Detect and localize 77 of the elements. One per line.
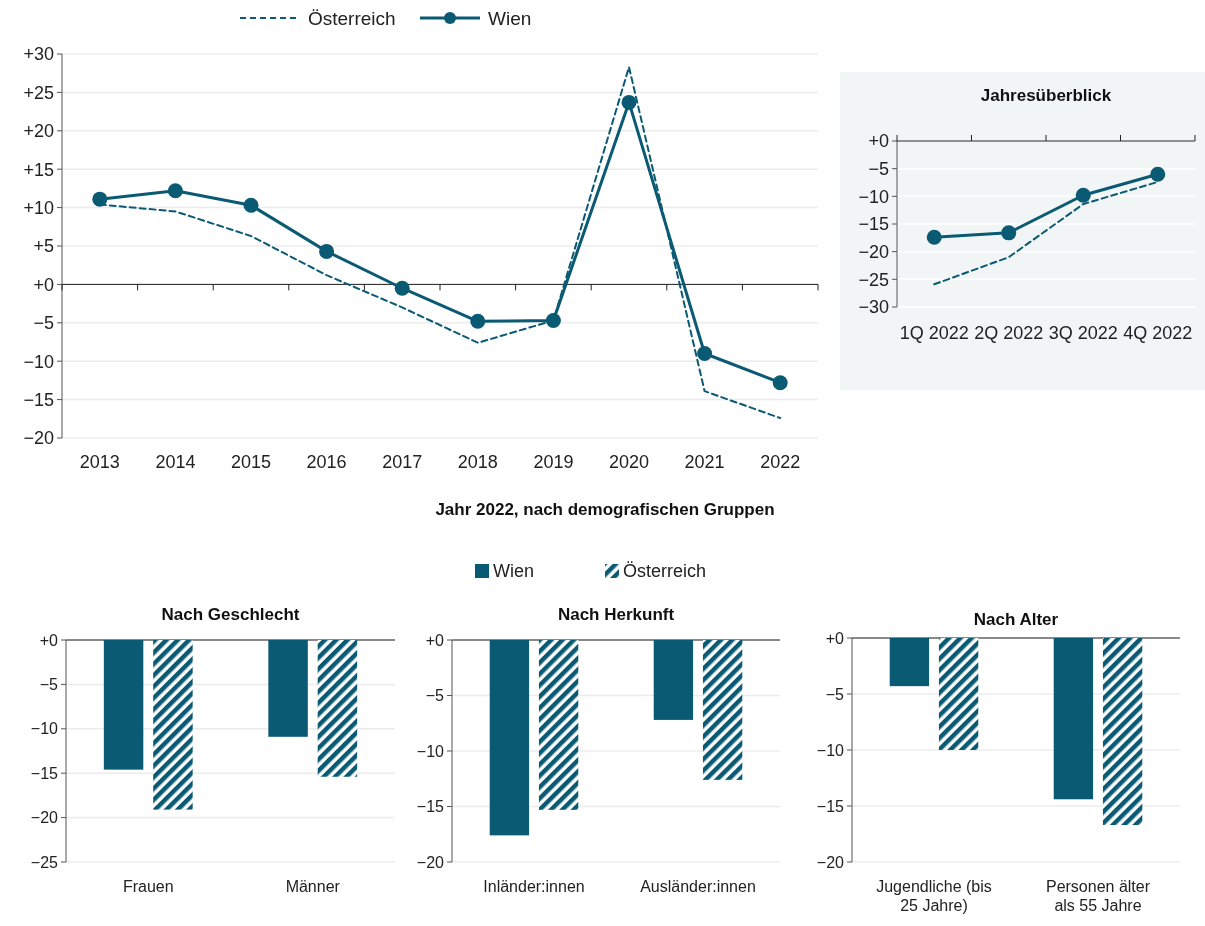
y-tick-label: +0 (825, 629, 845, 647)
legend-label: Österreich (308, 7, 396, 29)
y-tick-label: −15 (858, 214, 889, 235)
x-tick-label: 2021 (684, 452, 725, 472)
x-tick-label: Ausländer:innen (640, 878, 756, 895)
point (926, 229, 942, 245)
point (621, 94, 637, 110)
y-tick-label: −15 (416, 798, 445, 816)
y-tick-label: −25 (30, 853, 59, 871)
x-tick-label: 2019 (533, 452, 574, 472)
y-tick-label: −30 (858, 297, 889, 318)
point (1075, 187, 1091, 203)
y-tick-label: +0 (868, 131, 889, 152)
point (243, 197, 259, 213)
x-tick-label: Männer (285, 878, 341, 895)
chart-title: Nach Geschlecht (161, 605, 300, 624)
x-tick-label: 2015 (230, 452, 272, 472)
x-tick-label: 2020 (608, 452, 650, 472)
x-tick-label: 2Q 2022 (974, 323, 1044, 343)
y-tick-label: +10 (23, 197, 54, 218)
y-tick-label: −20 (30, 809, 59, 827)
point (470, 313, 486, 329)
point (1001, 225, 1017, 241)
y-tick-label: −20 (23, 428, 54, 449)
y-tick-label: −10 (23, 351, 54, 372)
text: Jahr 2022, nach demografischen Gruppen (435, 500, 775, 519)
point (545, 313, 561, 328)
y-tick-label: −5 (825, 685, 845, 703)
y-tick-label: −5 (33, 313, 54, 334)
y-tick-label: −10 (30, 720, 59, 738)
point (92, 191, 108, 207)
x-tick-label: Inländer:innen (483, 878, 585, 895)
x-tick-label: 2014 (155, 452, 196, 472)
chart-title: Nach Alter (973, 610, 1059, 629)
y-tick-label: +15 (23, 159, 54, 180)
y-tick-label: −10 (416, 742, 445, 760)
y-tick-label: +0 (425, 631, 445, 649)
point (1150, 166, 1166, 182)
x-tick-label: Frauen (122, 878, 174, 895)
y-tick-label: +0 (39, 631, 59, 649)
x-tick-label: 1Q 2022 (899, 323, 969, 343)
y-tick-label: −20 (858, 241, 889, 262)
chart-title: Nach Herkunft (557, 605, 675, 624)
legend-label: Wien (493, 561, 535, 582)
y-tick-label: +25 (23, 82, 54, 103)
y-tick-label: +20 (23, 121, 54, 142)
y-tick-label: −10 (816, 741, 845, 759)
y-tick-label: −15 (30, 764, 59, 782)
point (394, 280, 410, 296)
x-tick-label: 3Q 2022 (1048, 323, 1118, 343)
point (167, 183, 183, 199)
x-tick-label: 2017 (382, 452, 423, 472)
x-tick-label: 2016 (306, 452, 347, 472)
y-tick-label: −5 (39, 676, 59, 693)
x-tick-label: Jugendliche (bis 25 Jahre) (876, 878, 992, 915)
y-tick-label: +5 (33, 236, 54, 257)
x-tick-label: 2022 (760, 452, 801, 472)
x-tick-label: 2013 (79, 452, 120, 472)
point (772, 375, 788, 391)
legend-label: Wien (488, 7, 532, 29)
y-tick-label: −20 (416, 853, 445, 871)
legend-label: Österreich (623, 561, 707, 582)
y-tick-label: −5 (868, 158, 889, 179)
y-tick-label: +0 (33, 274, 54, 295)
y-tick-label: −25 (858, 269, 889, 290)
x-tick-label: Personen älter als 55 Jahre (1045, 878, 1151, 915)
y-tick-label: −15 (816, 797, 845, 815)
y-tick-label: +30 (23, 44, 54, 65)
point (697, 346, 713, 362)
point (319, 243, 335, 259)
y-tick-label: −10 (858, 186, 889, 207)
y-tick-label: −15 (23, 389, 54, 410)
x-tick-label: 4Q 2022 (1123, 323, 1193, 343)
y-tick-label: −20 (816, 853, 845, 871)
y-tick-label: −5 (425, 687, 445, 705)
x-tick-label: 2018 (457, 452, 498, 472)
chart-title: Jahresüberblick (980, 86, 1112, 105)
